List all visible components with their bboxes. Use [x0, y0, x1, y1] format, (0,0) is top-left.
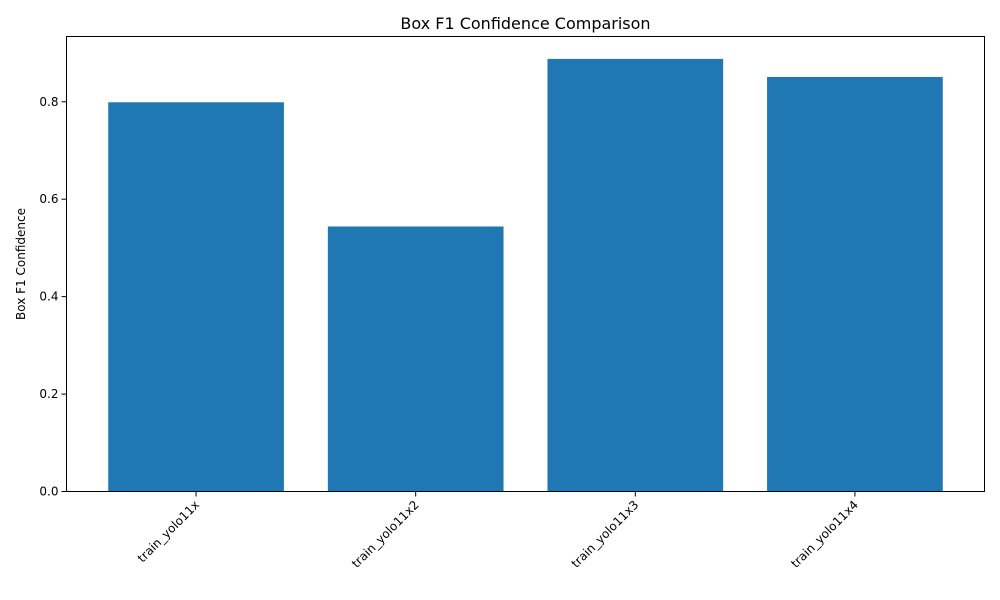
- y-tick-label: 0.0: [39, 485, 58, 499]
- y-tick-label: 0.6: [39, 192, 58, 206]
- bars-group: [108, 58, 943, 492]
- bar-train_yolo11x4: [767, 76, 943, 492]
- x-axis: train_yolo11x train_yolo11x2 train_yolo11x…: [135, 491, 861, 571]
- chart-title: Box F1 Confidence Comparison: [400, 14, 650, 33]
- y-tick-label: 0.4: [39, 290, 58, 304]
- y-axis-label: Box F1 Confidence: [14, 208, 28, 320]
- x-tick-label: train_yolo11x3: [569, 498, 642, 571]
- y-tick-label: 0.8: [39, 95, 58, 109]
- y-axis: 0.0 0.2 0.4 0.6 0.8: [39, 95, 67, 499]
- bar-train_yolo11x2: [327, 226, 504, 492]
- plot-frame: [66, 36, 985, 492]
- x-tick-label: train_yolo11x2: [349, 498, 422, 571]
- y-tick-label: 0.2: [39, 387, 58, 401]
- bar-train_yolo11x3: [547, 58, 724, 492]
- x-tick-label: train_yolo11x: [135, 498, 202, 565]
- x-tick-label: train_yolo11x4: [788, 498, 861, 571]
- bar-train_yolo11x: [108, 102, 284, 492]
